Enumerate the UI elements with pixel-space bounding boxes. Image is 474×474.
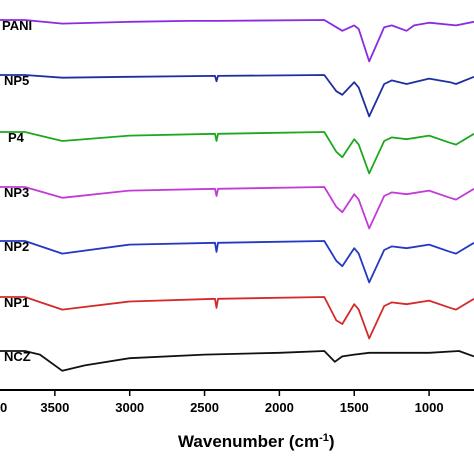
series-label-pani: PANI	[2, 18, 32, 33]
series-label-np3: NP3	[4, 185, 29, 200]
x-axis-ticks: 3500 3000 2500 2000 1500 1000 0	[0, 390, 444, 415]
x-tick-label: 3500	[40, 400, 69, 415]
x-tick-label: 1500	[340, 400, 369, 415]
series-line-p4	[0, 131, 474, 175]
series-label-np2: NP2	[4, 239, 29, 254]
x-tick-label: 2000	[265, 400, 294, 415]
series-label-ncz: NCZ	[4, 349, 31, 364]
series-labels: PANI NP5 P4 NP3 NP2 NP1 NCZ	[2, 18, 32, 364]
series-line-np1	[0, 296, 474, 340]
x-tick-label: 1000	[415, 400, 444, 415]
series-label-np1: NP1	[4, 295, 29, 310]
series-line-np5	[0, 74, 474, 118]
series-line-ncz	[0, 350, 474, 372]
series-label-np5: NP5	[4, 73, 29, 88]
x-tick-label-edge: 0	[0, 400, 7, 415]
series-line-np2	[0, 240, 474, 284]
x-axis-title: Wavenumber (cm-1)	[178, 432, 335, 451]
plot-area	[0, 19, 474, 372]
series-line-pani	[0, 19, 474, 63]
series-line-np3	[0, 186, 474, 230]
x-axis-title-superscript: -1	[319, 432, 329, 444]
series-label-p4: P4	[8, 130, 25, 145]
x-tick-label: 3000	[115, 400, 144, 415]
x-tick-label: 2500	[190, 400, 219, 415]
x-axis-title-close: )	[329, 432, 335, 451]
